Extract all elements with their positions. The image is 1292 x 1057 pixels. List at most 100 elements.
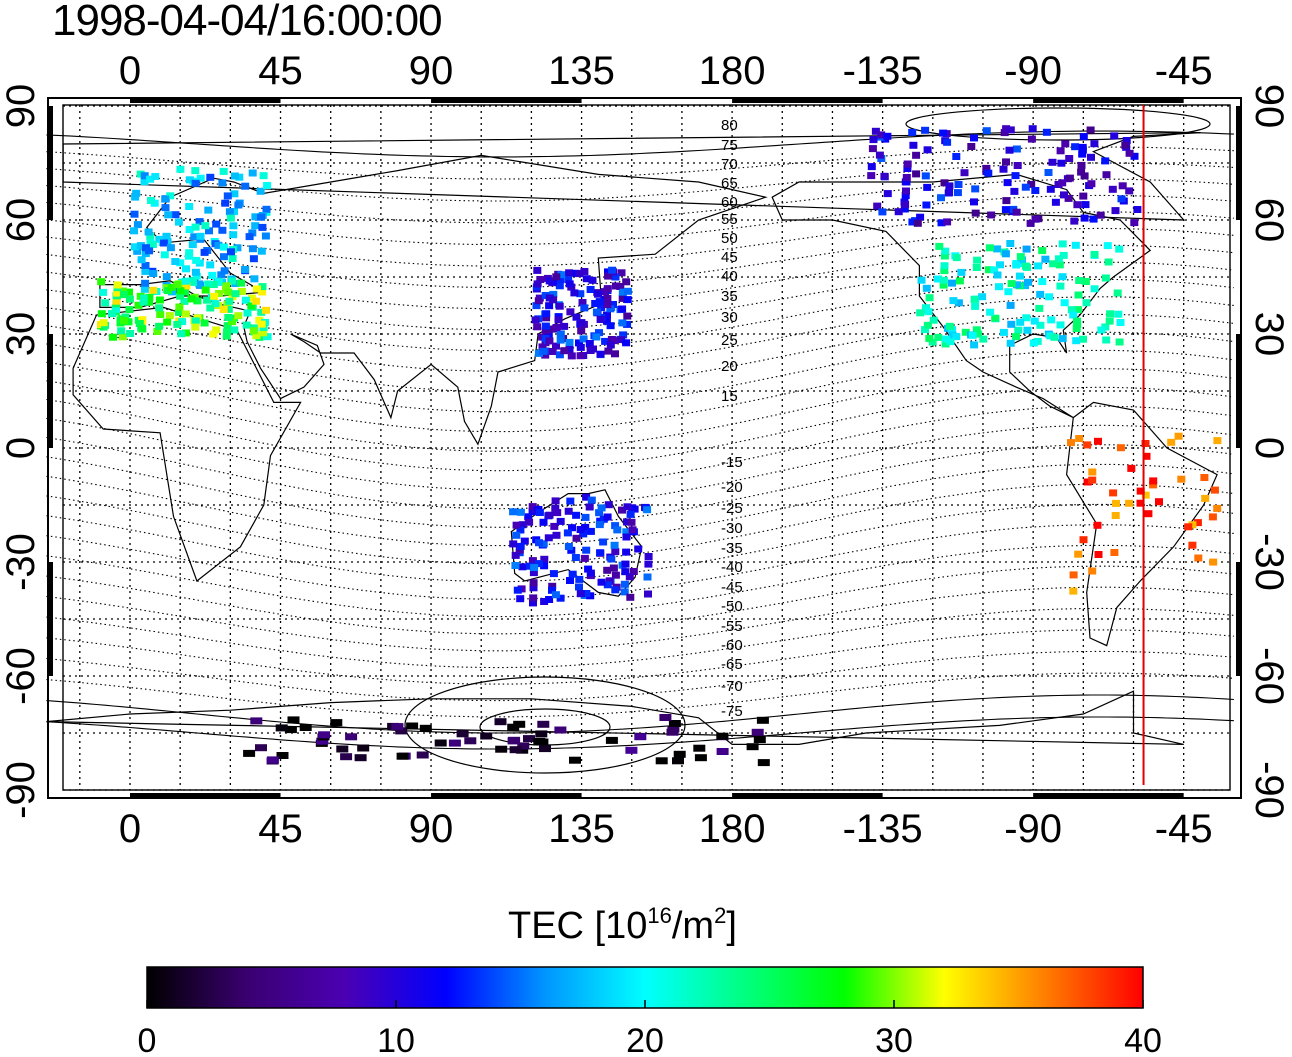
tec-pixel [1060, 191, 1068, 199]
tec-pixel [125, 288, 133, 296]
tec-pixel [225, 297, 234, 305]
tec-pixel [1061, 140, 1070, 148]
tec-pixel [200, 248, 209, 256]
tec-pixel [539, 745, 551, 753]
tec-pixel [716, 732, 729, 740]
tec-pixel [223, 328, 231, 336]
tec-pixel [605, 736, 618, 744]
mlat-contour [46, 607, 1234, 669]
tec-pixel [162, 232, 171, 240]
tec-pixel [542, 314, 551, 322]
tec-pixel [1016, 253, 1025, 261]
tec-pixel [249, 327, 258, 335]
tec-pixel [564, 543, 573, 550]
tec-pixel [1121, 141, 1130, 149]
tec-pixel [495, 745, 508, 753]
tec-pixel [1081, 278, 1090, 285]
tec-pixel [565, 280, 574, 288]
tec-pixel [191, 317, 200, 325]
tec-pixel [139, 298, 148, 306]
left-tick-label: 30 [0, 312, 43, 357]
tec-pixel [1079, 192, 1088, 200]
tec-pixel [1149, 477, 1158, 485]
tec-pixel [219, 253, 228, 261]
tec-pixel [623, 518, 631, 526]
tec-pixel [196, 232, 205, 240]
tec-pixel [146, 175, 155, 183]
tec-pixel [611, 273, 620, 281]
tec-pixel [618, 305, 627, 313]
tec-pixel [576, 290, 585, 298]
tec-pixel [575, 583, 583, 591]
mlat-contour [46, 672, 1234, 718]
tec-pixel [140, 285, 149, 293]
tec-pixel [1078, 143, 1087, 151]
tec-pixel [535, 539, 543, 547]
tec-pixel [979, 335, 988, 343]
tec-pixel [253, 285, 261, 293]
tec-pixel [611, 350, 619, 358]
tec-pixel [939, 281, 948, 289]
tec-pixel [1210, 486, 1219, 494]
tec-pixel [584, 565, 593, 573]
tec-pixel [1056, 282, 1065, 290]
tec-pixel [416, 751, 429, 759]
tec-pixel [1073, 317, 1081, 325]
tec-pixel [1094, 551, 1103, 558]
tec-pixel [565, 269, 574, 277]
tec-pixel [507, 737, 520, 745]
tec-pixel [181, 329, 190, 337]
tec-pixel [225, 208, 234, 216]
tec-pixel [259, 329, 268, 337]
tec-pixel [509, 746, 522, 754]
tec-pixel [161, 195, 170, 203]
tec-pixel [228, 255, 237, 262]
tec-pixel [596, 316, 605, 323]
tec-pixel [1047, 316, 1056, 324]
tec-pixel [1041, 255, 1050, 263]
tec-pixel [1005, 146, 1014, 154]
tec-pixel [1072, 337, 1081, 345]
tec-pixel [556, 594, 565, 602]
tec-pixel [1102, 336, 1111, 344]
tec-pixel [580, 268, 589, 275]
tec-pixel [480, 732, 493, 740]
tec-pixel [206, 261, 215, 269]
tec-pixel [1102, 171, 1111, 179]
tec-pixel [1036, 321, 1045, 329]
tec-pixel [215, 290, 224, 297]
mlat-label: -40 [721, 559, 743, 576]
tec-pixel [586, 569, 595, 577]
tec-pixel [181, 288, 189, 296]
tec-pixel [155, 304, 164, 312]
tec-pixel [516, 508, 525, 516]
tec-pixel [602, 317, 611, 325]
frame-bar-right [1236, 334, 1242, 448]
tec-pixel [1115, 245, 1124, 253]
tec-pixel [113, 281, 122, 289]
tec-pixel [185, 203, 194, 210]
tec-pixel [192, 256, 201, 264]
tec-pixel [960, 169, 969, 177]
tec-pixel [575, 270, 584, 278]
tec-pixel [617, 269, 626, 277]
tec-pixel [659, 714, 672, 721]
tec-pixel [1188, 521, 1197, 529]
tec-pixel [655, 757, 668, 765]
bottom-tick-label: 0 [119, 807, 141, 851]
tec-pixel [1114, 310, 1123, 318]
tec-pixel [551, 497, 560, 505]
tec-pixel [1075, 435, 1084, 442]
tec-pixel [1012, 333, 1021, 341]
tec-pixel [604, 501, 613, 509]
tec-pixel [945, 189, 953, 197]
tec-pixel [1022, 245, 1031, 253]
tec-pixel [1027, 180, 1036, 188]
tec-pixel [606, 305, 615, 313]
tec-pixel [145, 293, 154, 301]
tec-pixel [1013, 162, 1022, 169]
tec-pixel [185, 226, 194, 233]
tec-pixel [585, 340, 594, 347]
tec-pixel [224, 314, 233, 321]
tec-pixel [494, 718, 507, 726]
